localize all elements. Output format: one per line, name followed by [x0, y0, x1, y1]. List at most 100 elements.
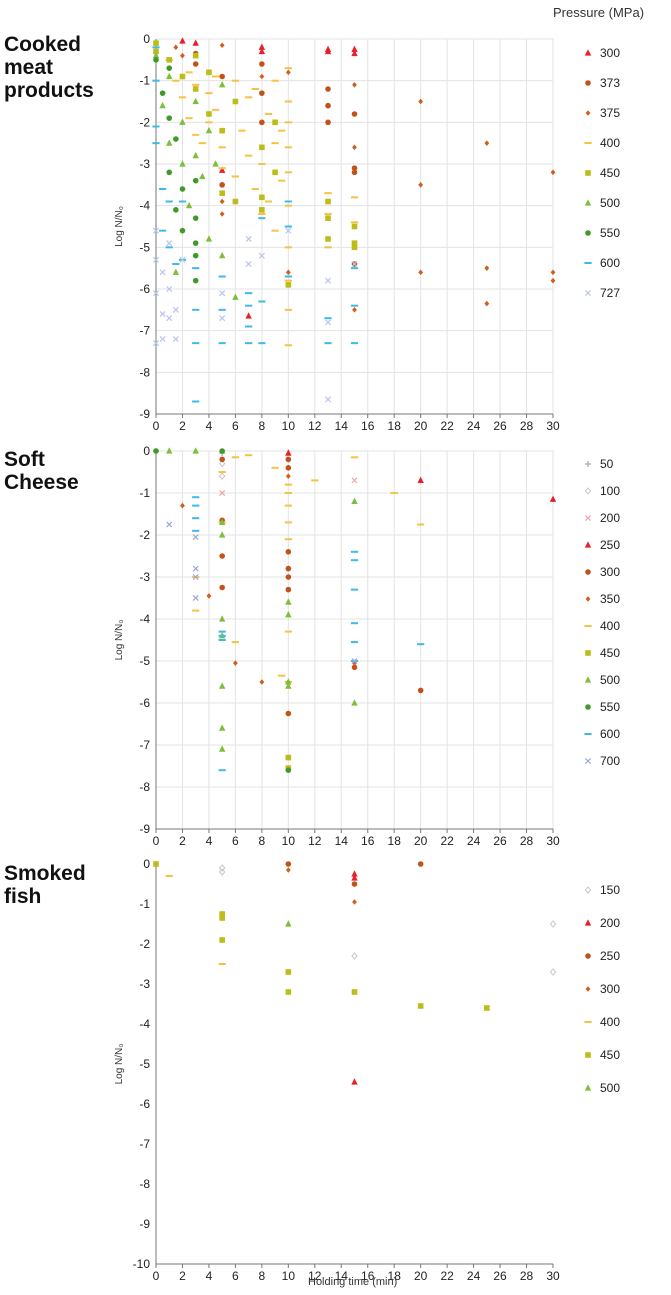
data-point — [166, 65, 173, 71]
data-point — [232, 198, 239, 205]
data-point — [159, 90, 166, 96]
legend-label: 300 — [600, 565, 620, 579]
x-tick-label: 22 — [440, 1269, 454, 1283]
x-tick-label: 14 — [335, 834, 349, 848]
data-point — [153, 448, 159, 454]
data-point — [172, 268, 180, 275]
x-tick-label: 8 — [259, 834, 266, 848]
x-tick-label: 18 — [388, 1269, 402, 1283]
data-point — [192, 594, 199, 602]
chart-soft-cheese: 0 2 4 6 8 10 12 14 16 18 20 22 24 26 28 300-1-2-3-4-5-6… — [114, 444, 620, 848]
y-tick-label: -2 — [139, 115, 150, 129]
data-point — [285, 754, 292, 761]
data-point — [153, 48, 159, 55]
data-point — [484, 1005, 490, 1011]
legend-marker — [584, 757, 592, 765]
legend-label: 500 — [600, 673, 620, 687]
y-tick-label: 0 — [143, 857, 150, 871]
legend-label: 500 — [600, 1081, 620, 1095]
data-point — [192, 565, 199, 572]
data-point — [259, 194, 265, 201]
data-point — [192, 240, 199, 246]
y-axis-label: Log N/N₀ — [114, 620, 125, 661]
data-point — [219, 937, 225, 943]
legend-marker — [584, 886, 592, 894]
data-point — [219, 73, 225, 80]
legend-marker — [585, 1052, 591, 1058]
data-point — [259, 144, 265, 151]
y-tick-label: -2 — [139, 937, 150, 951]
data-point — [218, 518, 226, 525]
legend-marker — [585, 80, 591, 86]
x-tick-label: 2 — [179, 419, 186, 433]
data-point — [285, 456, 292, 463]
data-point — [152, 227, 160, 234]
data-point — [351, 497, 358, 504]
data-point — [351, 657, 358, 665]
data-point — [549, 920, 557, 928]
x-tick-label: 20 — [414, 1269, 428, 1283]
data-point — [179, 256, 186, 263]
data-point — [153, 40, 159, 46]
data-point — [173, 136, 179, 142]
y-tick-label: -5 — [139, 1057, 150, 1071]
data-point — [218, 745, 226, 752]
data-point — [192, 61, 199, 67]
data-point — [192, 447, 199, 454]
chart-smoked-fish: 0 2 4 6 8 10 12 14 16 18 20 22 24 26 28 300-1-2-3-4-5-6… — [114, 857, 620, 1283]
data-point — [173, 207, 179, 213]
y-tick-label: -2 — [139, 528, 150, 542]
data-point — [166, 521, 173, 528]
x-tick-label: 2 — [179, 834, 186, 848]
data-point — [180, 52, 185, 59]
legend-label: 300 — [600, 982, 620, 996]
data-point — [185, 201, 193, 209]
data-point — [285, 565, 292, 572]
x-tick-label: 4 — [206, 834, 213, 848]
data-point — [272, 169, 278, 176]
data-point — [219, 915, 225, 921]
plot-area — [155, 450, 554, 830]
data-point — [206, 111, 212, 117]
x-tick-label: 4 — [206, 419, 213, 433]
data-point — [153, 57, 159, 63]
data-point — [285, 989, 292, 995]
x-axis-label: Holding time (min) — [308, 1276, 398, 1288]
legend-marker — [585, 650, 591, 656]
legend-label: 200 — [600, 916, 620, 930]
x-tick-label: 30 — [546, 1269, 560, 1283]
legend-marker — [585, 230, 591, 236]
data-point — [192, 52, 199, 59]
data-point — [351, 49, 358, 57]
y-tick-label: -1 — [139, 486, 150, 500]
y-tick-label: -1 — [139, 74, 150, 88]
legend-marker — [585, 953, 591, 959]
data-point — [219, 315, 226, 322]
x-tick-label: 16 — [361, 834, 375, 848]
y-axis-label: Log N/N₀ — [114, 1044, 125, 1085]
data-point — [352, 899, 357, 905]
data-point — [172, 335, 179, 343]
data-point — [352, 82, 357, 88]
data-point — [179, 118, 186, 125]
x-tick-label: 24 — [467, 419, 481, 433]
panel-title-cooked-meat: Cooked meat products — [4, 33, 94, 102]
x-tick-label: 12 — [308, 419, 322, 433]
y-tick-label: 0 — [143, 444, 150, 458]
y-tick-label: -8 — [139, 365, 150, 379]
data-point — [245, 235, 252, 243]
data-point — [351, 169, 358, 176]
x-tick-label: 6 — [232, 419, 239, 433]
data-point — [206, 69, 212, 76]
data-point — [192, 97, 199, 105]
legend-marker — [585, 170, 591, 176]
data-point — [351, 874, 358, 881]
legend-marker — [584, 289, 592, 297]
data-point — [218, 531, 226, 538]
data-point — [219, 127, 225, 134]
x-tick-label: 14 — [335, 1269, 349, 1283]
data-point — [166, 169, 173, 176]
legend-label: 450 — [600, 1048, 620, 1062]
data-point — [166, 447, 173, 454]
